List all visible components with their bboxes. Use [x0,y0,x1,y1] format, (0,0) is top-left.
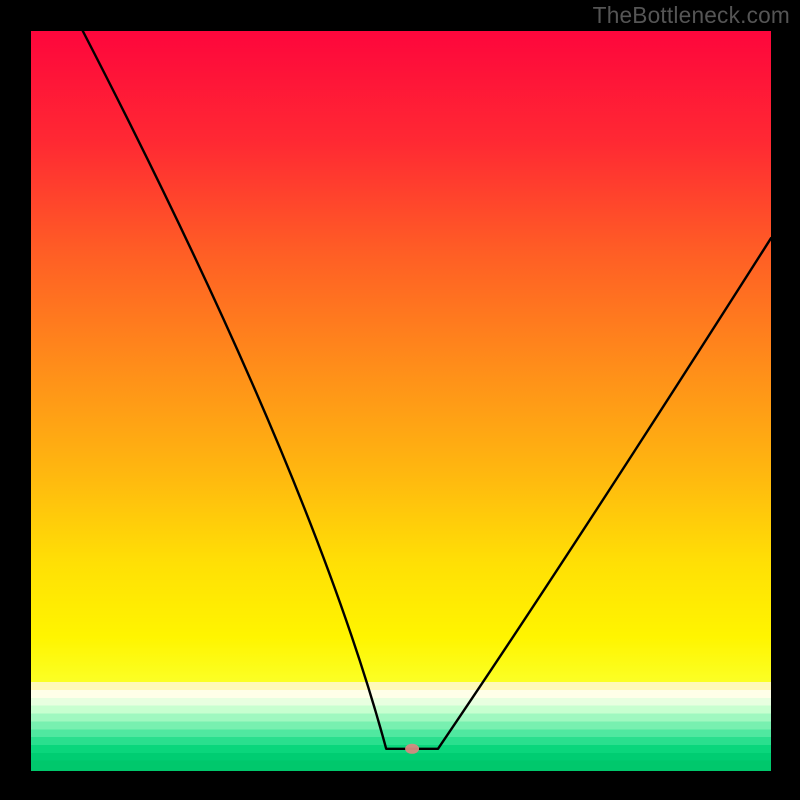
plot-area [31,31,771,771]
bottleneck-chart: TheBottleneck.com [0,0,800,800]
chart-svg [0,0,800,800]
optimum-marker [405,744,419,754]
